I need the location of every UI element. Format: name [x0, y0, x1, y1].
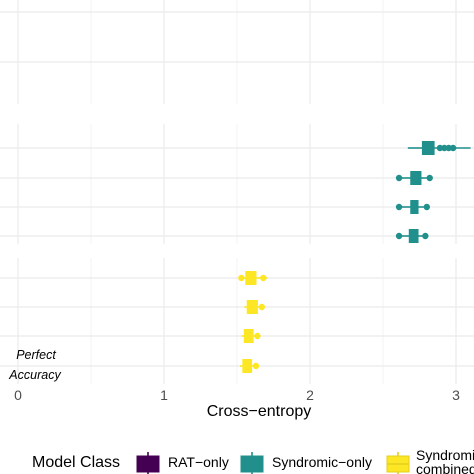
outlier-point	[252, 362, 260, 370]
outlier-point	[441, 144, 448, 152]
annotation-line-1: Perfect	[16, 348, 56, 362]
x-tick-label-1: 1	[160, 387, 168, 403]
outlier-point	[449, 144, 457, 152]
legend: Model Class RAT−only Syndromic−only Syndro…	[32, 447, 474, 474]
outlier-point	[260, 274, 267, 282]
x-axis-title: Cross−entropy	[207, 403, 312, 420]
box-1-2	[395, 200, 430, 214]
boxplots	[238, 141, 471, 373]
box-1-3	[395, 229, 429, 243]
legend-label-2-line-0: Syndromi	[416, 447, 474, 463]
legend-item-0: RAT−only	[136, 452, 229, 474]
outlier-point	[254, 332, 261, 340]
legend-label-2-line-1: combined	[416, 461, 474, 474]
box-2-3	[239, 359, 260, 373]
x-tick-label-3: 3	[452, 387, 460, 403]
outlier-point	[258, 303, 266, 311]
annotation-line-2: Accuracy	[8, 368, 61, 382]
outlier-point	[395, 174, 403, 182]
outlier-point	[238, 274, 245, 282]
box-2-1	[244, 300, 266, 314]
outlier-point	[423, 203, 430, 211]
legend-label-1: Syndromic−only	[272, 454, 372, 470]
box-1-1	[395, 171, 433, 185]
box-1-0	[407, 141, 471, 155]
legend-title: Model Class	[32, 454, 120, 471]
x-tick-label-0: 0	[14, 387, 22, 403]
outlier-point	[445, 144, 452, 152]
facet-gap-0	[0, 104, 474, 124]
legend-item-1: Syndromic−only	[240, 452, 372, 474]
facet-gap-1	[0, 244, 474, 258]
outlier-point	[395, 232, 403, 240]
box-2-0	[238, 271, 268, 285]
x-axis-ticks: 0 1 2 3	[14, 387, 460, 403]
grid	[0, 0, 474, 384]
legend-label-0: RAT−only	[168, 454, 229, 470]
outlier-point	[395, 203, 403, 211]
x-tick-label-2: 2	[306, 387, 314, 403]
box-2-2	[241, 329, 261, 343]
outlier-point	[426, 174, 433, 182]
outlier-point	[436, 144, 444, 152]
outlier-point	[422, 232, 429, 240]
box-body	[408, 229, 419, 243]
